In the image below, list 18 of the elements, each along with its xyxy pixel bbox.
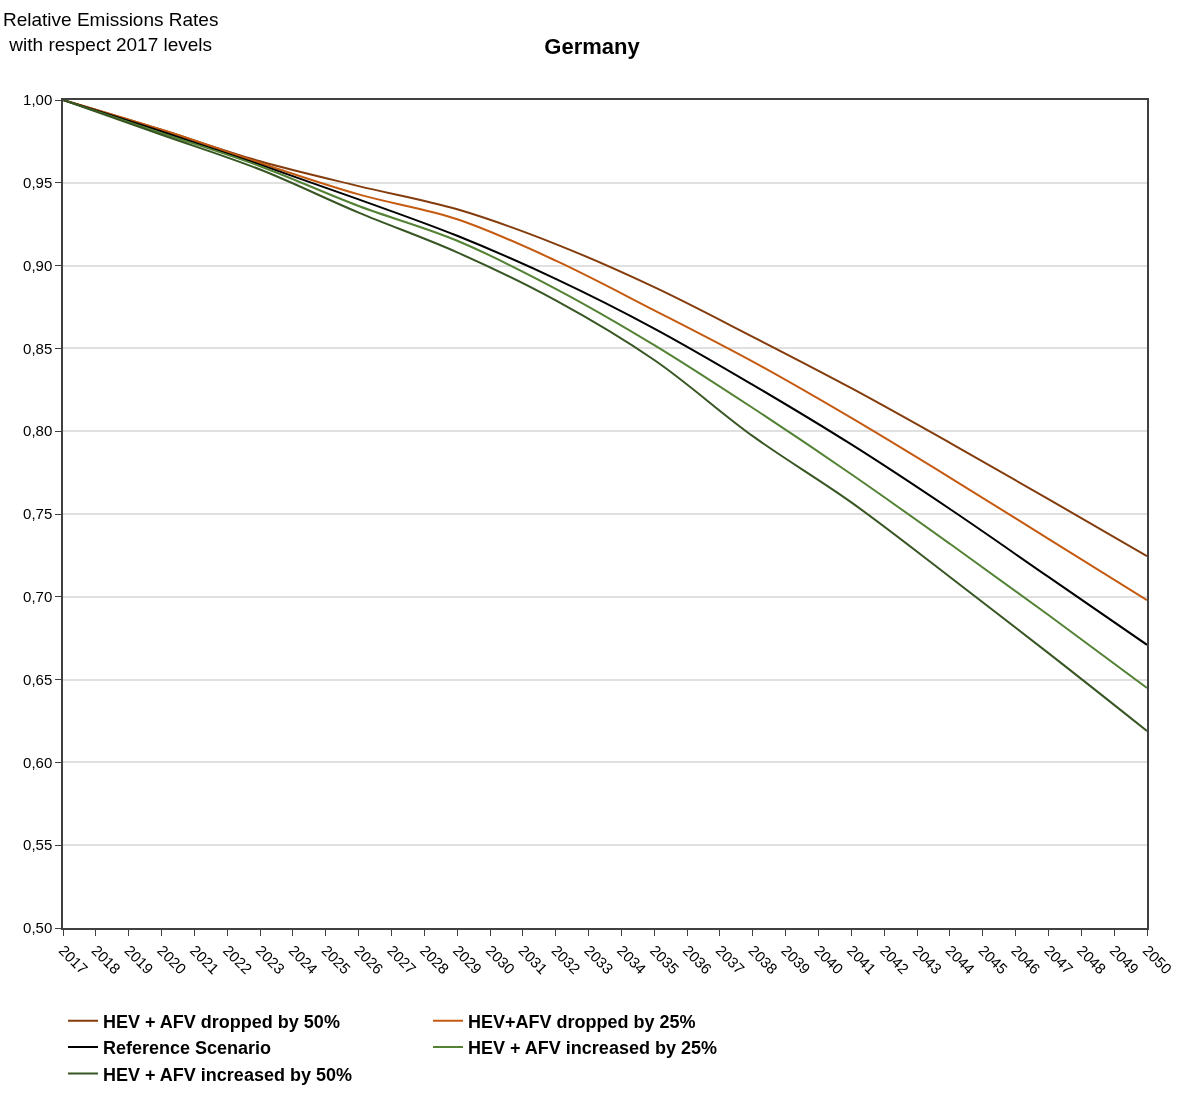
legend-label: HEV + AFV increased by 50% bbox=[103, 1064, 352, 1085]
legend-label: HEV + AFV dropped by 50% bbox=[103, 1011, 340, 1032]
y-tick-label: 0,90 bbox=[23, 256, 53, 274]
chart-title: Germany bbox=[544, 34, 641, 60]
y-tick-label: 0,95 bbox=[23, 174, 53, 192]
y-tick-label: 0,75 bbox=[23, 505, 53, 523]
y-tick-label: 0,55 bbox=[23, 836, 53, 854]
y-tick-label: 0,70 bbox=[23, 588, 53, 606]
legend-label: HEV+AFV dropped by 25% bbox=[468, 1011, 696, 1032]
y-tick-label: 1,00 bbox=[23, 91, 53, 109]
y-tick-label: 0,80 bbox=[23, 422, 53, 440]
y-tick-label: 0,65 bbox=[23, 670, 53, 688]
legend-label: HEV + AFV increased by 25% bbox=[468, 1038, 717, 1059]
y-axis-title: Relative Emissions Rates with respect 2017 levels bbox=[3, 9, 219, 55]
y-tick-label: 0,50 bbox=[23, 919, 53, 937]
y-tick-label: 0,85 bbox=[23, 339, 53, 357]
y-tick-label: 0,60 bbox=[23, 753, 53, 771]
legend-label: Reference Scenario bbox=[103, 1038, 272, 1059]
